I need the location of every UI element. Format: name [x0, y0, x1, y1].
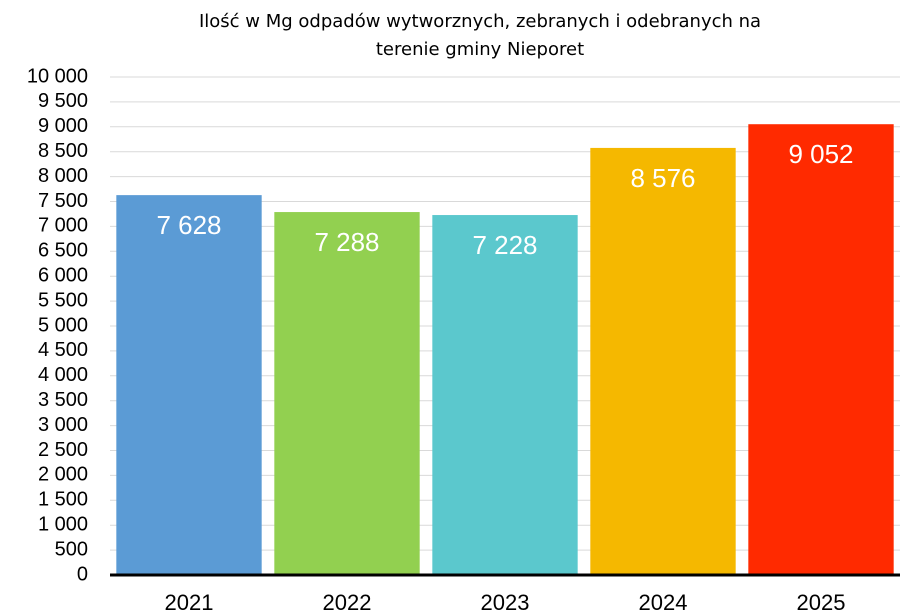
y-tick-label: 4 500 [38, 339, 88, 361]
y-tick-label: 2 000 [38, 464, 88, 486]
y-tick-label: 6 500 [38, 240, 88, 262]
chart-title: terenie gminy Nieporet [376, 39, 584, 60]
value-label: 8 576 [630, 163, 695, 193]
y-tick-label: 7 000 [38, 215, 88, 237]
value-label: 7 288 [314, 227, 379, 257]
x-tick-label: 2021 [165, 590, 214, 615]
bar [590, 147, 736, 575]
value-label: 9 052 [788, 139, 853, 169]
x-tick-label: 2022 [323, 590, 372, 615]
y-tick-label: 1 000 [38, 513, 88, 535]
y-tick-label: 8 500 [38, 140, 88, 162]
x-tick-label: 2024 [639, 590, 688, 615]
y-tick-label: 6 000 [38, 264, 88, 286]
y-tick-label: 3 000 [38, 414, 88, 436]
value-label: 7 628 [156, 210, 221, 240]
y-tick-label: 7 500 [38, 190, 88, 212]
y-tick-label: 3 500 [38, 389, 88, 411]
y-tick-label: 9 500 [38, 90, 88, 112]
bar [274, 212, 420, 575]
y-tick-label: 0 [77, 563, 88, 585]
y-tick-label: 1 500 [38, 489, 88, 511]
bar [432, 215, 578, 575]
x-tick-label: 2023 [481, 590, 530, 615]
y-tick-label: 4 000 [38, 364, 88, 386]
y-tick-label: 8 000 [38, 165, 88, 187]
y-tick-label: 500 [55, 538, 88, 560]
chart-title: Ilość w Mg odpadów wytworznych, zebranyc… [199, 11, 761, 32]
y-tick-label: 5 500 [38, 289, 88, 311]
bar [116, 195, 262, 575]
value-label: 7 228 [472, 230, 537, 260]
y-tick-label: 2 500 [38, 439, 88, 461]
x-tick-label: 2025 [797, 590, 846, 615]
y-tick-label: 5 000 [38, 314, 88, 336]
y-tick-label: 9 000 [38, 115, 88, 137]
bar [748, 124, 894, 576]
y-tick-label: 10 000 [27, 65, 88, 87]
